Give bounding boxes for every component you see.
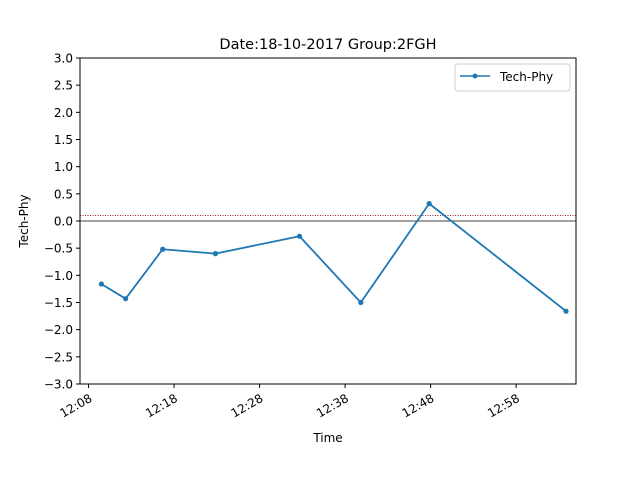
data-point bbox=[160, 246, 166, 252]
y-tick-label: 0.0 bbox=[54, 215, 73, 229]
data-point bbox=[98, 281, 104, 287]
x-tick-label: 12:48 bbox=[400, 391, 437, 420]
y-tick-label: −2.0 bbox=[44, 323, 73, 337]
x-axis-label: Time bbox=[312, 431, 342, 445]
x-axis: 12:08 12:18 12:28 12:38 12:48 12:58 bbox=[57, 384, 522, 421]
y-axis-label: Tech-Phy bbox=[17, 194, 31, 248]
x-tick-label: 12:28 bbox=[229, 391, 266, 420]
data-point bbox=[212, 251, 219, 257]
y-tick-label: 1.5 bbox=[54, 133, 73, 147]
data-point bbox=[358, 299, 364, 306]
data-point bbox=[563, 308, 569, 314]
y-tick-label: 2.0 bbox=[54, 106, 73, 120]
y-tick-label: −1.0 bbox=[44, 269, 73, 283]
y-tick-label: 2.5 bbox=[54, 79, 73, 93]
data-point bbox=[123, 296, 129, 302]
y-tick-label: −0.5 bbox=[44, 242, 73, 256]
y-tick-label: −3.0 bbox=[44, 378, 73, 392]
x-tick-label: 12:18 bbox=[143, 391, 180, 420]
series-group bbox=[98, 201, 569, 314]
y-tick-label: −1.5 bbox=[44, 296, 73, 310]
reference-lines bbox=[80, 215, 576, 222]
chart-title: Date:18-10-2017 Group:2FGH bbox=[219, 37, 436, 53]
x-tick-label: 12:08 bbox=[57, 391, 94, 420]
legend-box bbox=[454, 63, 571, 92]
legend-marker-swatch bbox=[472, 73, 478, 79]
x-tick-label: 12:58 bbox=[485, 391, 522, 420]
data-point bbox=[426, 201, 432, 207]
x-tick-label: 12:38 bbox=[314, 391, 351, 420]
legend: Tech-Phy bbox=[454, 63, 571, 92]
y-axis: −3.0 −2.5 −2.0 −1.5 −1.0 −0.5 0.0 0.5 1.0 1.5 2.0 2… bbox=[44, 52, 80, 392]
y-tick-label: 1.0 bbox=[54, 160, 73, 174]
data-point bbox=[296, 233, 303, 239]
y-tick-label: −2.5 bbox=[44, 350, 73, 364]
y-tick-label: 3.0 bbox=[54, 52, 73, 66]
y-tick-label: 0.5 bbox=[54, 187, 73, 201]
legend-label: Tech-Phy bbox=[499, 70, 553, 84]
series-line bbox=[100, 202, 567, 312]
